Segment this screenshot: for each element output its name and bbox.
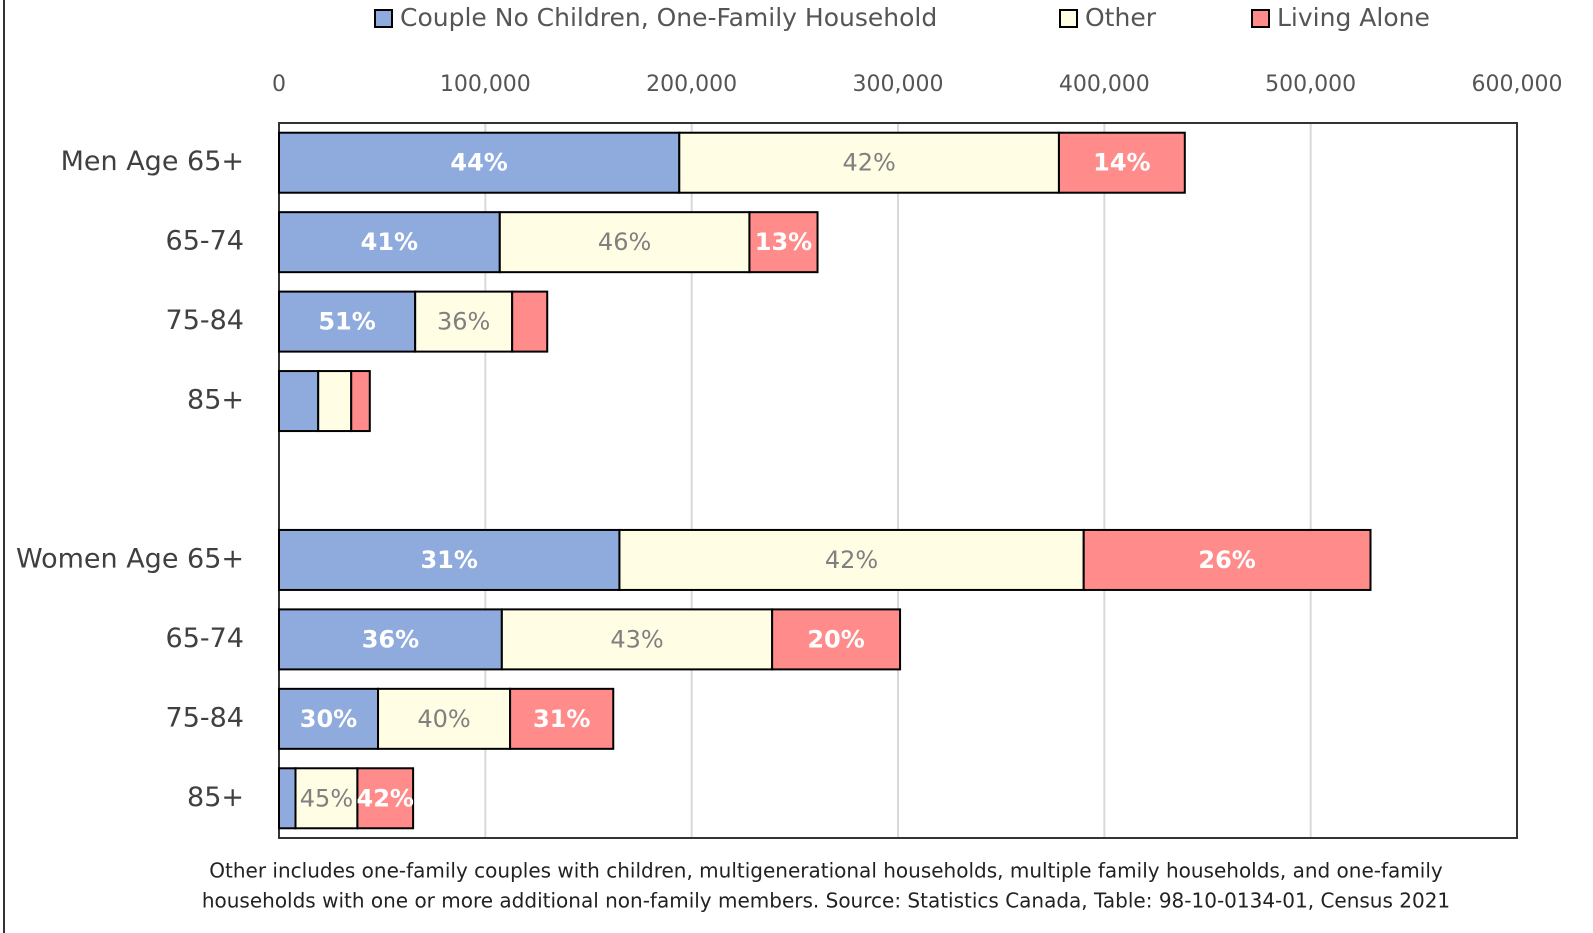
y-tick-label: 75-84: [166, 305, 244, 336]
x-tick-label: 400,000: [1059, 72, 1150, 97]
bar-segment: [414, 290, 514, 353]
data-label: 44%: [450, 149, 507, 177]
legend-swatch: [1251, 9, 1270, 28]
bar-segment: [1082, 528, 1372, 591]
bar-segment: [278, 211, 501, 274]
bar-segment: [511, 290, 549, 353]
bar-segment: [294, 767, 359, 830]
bar-segment: [377, 687, 512, 750]
data-label: 42%: [825, 546, 878, 574]
y-tick-label: 85+: [187, 385, 244, 416]
data-label: 45%: [300, 784, 353, 812]
bar-segment: [350, 370, 371, 433]
data-label: 31%: [533, 705, 590, 733]
y-tick-label: Women Age 65+: [16, 543, 244, 574]
x-tick-label: 600,000: [1472, 72, 1563, 97]
note: households with one or more additional n…: [202, 889, 1450, 913]
data-label: 36%: [362, 625, 419, 653]
data-label: 31%: [420, 546, 477, 574]
note: Other includes one-family couples with c…: [209, 859, 1443, 883]
data-label: 36%: [437, 308, 490, 336]
data-label: 42%: [357, 784, 414, 812]
x-tick-label: 200,000: [646, 72, 737, 97]
bar-segment: [278, 370, 320, 433]
bar-segment: [278, 131, 681, 194]
bar-segment: [278, 290, 417, 353]
data-label: 46%: [598, 228, 651, 256]
bar-segment: [278, 608, 503, 671]
data-label: 41%: [361, 228, 418, 256]
data-label: 42%: [842, 149, 895, 177]
x-tick-label: 500,000: [1265, 72, 1356, 97]
x-tick-label: 100,000: [440, 72, 531, 97]
bar-segment: [771, 608, 902, 671]
y-tick-label: 75-84: [166, 702, 244, 733]
data-label: 26%: [1198, 546, 1255, 574]
legend-swatch: [1059, 9, 1078, 28]
plot-frame: [278, 122, 1518, 839]
data-label: 20%: [807, 625, 864, 653]
bar-segment: [509, 687, 615, 750]
bar-segment: [498, 211, 751, 274]
frame: [3, 0, 1593, 933]
y-tick-label: 65-74: [166, 623, 244, 654]
bar-segment: [278, 767, 297, 830]
data-label: 30%: [300, 705, 357, 733]
bar-segment: [356, 767, 415, 830]
y-tick-label: 85+: [187, 782, 244, 813]
x-tick-label: 0: [272, 72, 286, 97]
data-label: 40%: [417, 705, 470, 733]
legend-label: Couple No Children, One-Family Household: [400, 3, 937, 32]
bar-segment: [618, 528, 1085, 591]
bar-segment: [278, 687, 380, 750]
data-label: 14%: [1093, 149, 1150, 177]
bar-segment: [1057, 131, 1186, 194]
bar-segment: [748, 211, 819, 274]
y-tick-label: 65-74: [166, 226, 244, 257]
legend-label: Other: [1085, 3, 1157, 32]
data-label: 43%: [610, 625, 663, 653]
data-label: 13%: [755, 228, 812, 256]
data-label: 51%: [318, 308, 375, 336]
y-tick-label: Men Age 65+: [61, 146, 244, 177]
x-tick-label: 300,000: [853, 72, 944, 97]
bar-segment: [317, 370, 353, 433]
legend-label: Living Alone: [1277, 3, 1430, 32]
legend-swatch: [374, 9, 393, 28]
